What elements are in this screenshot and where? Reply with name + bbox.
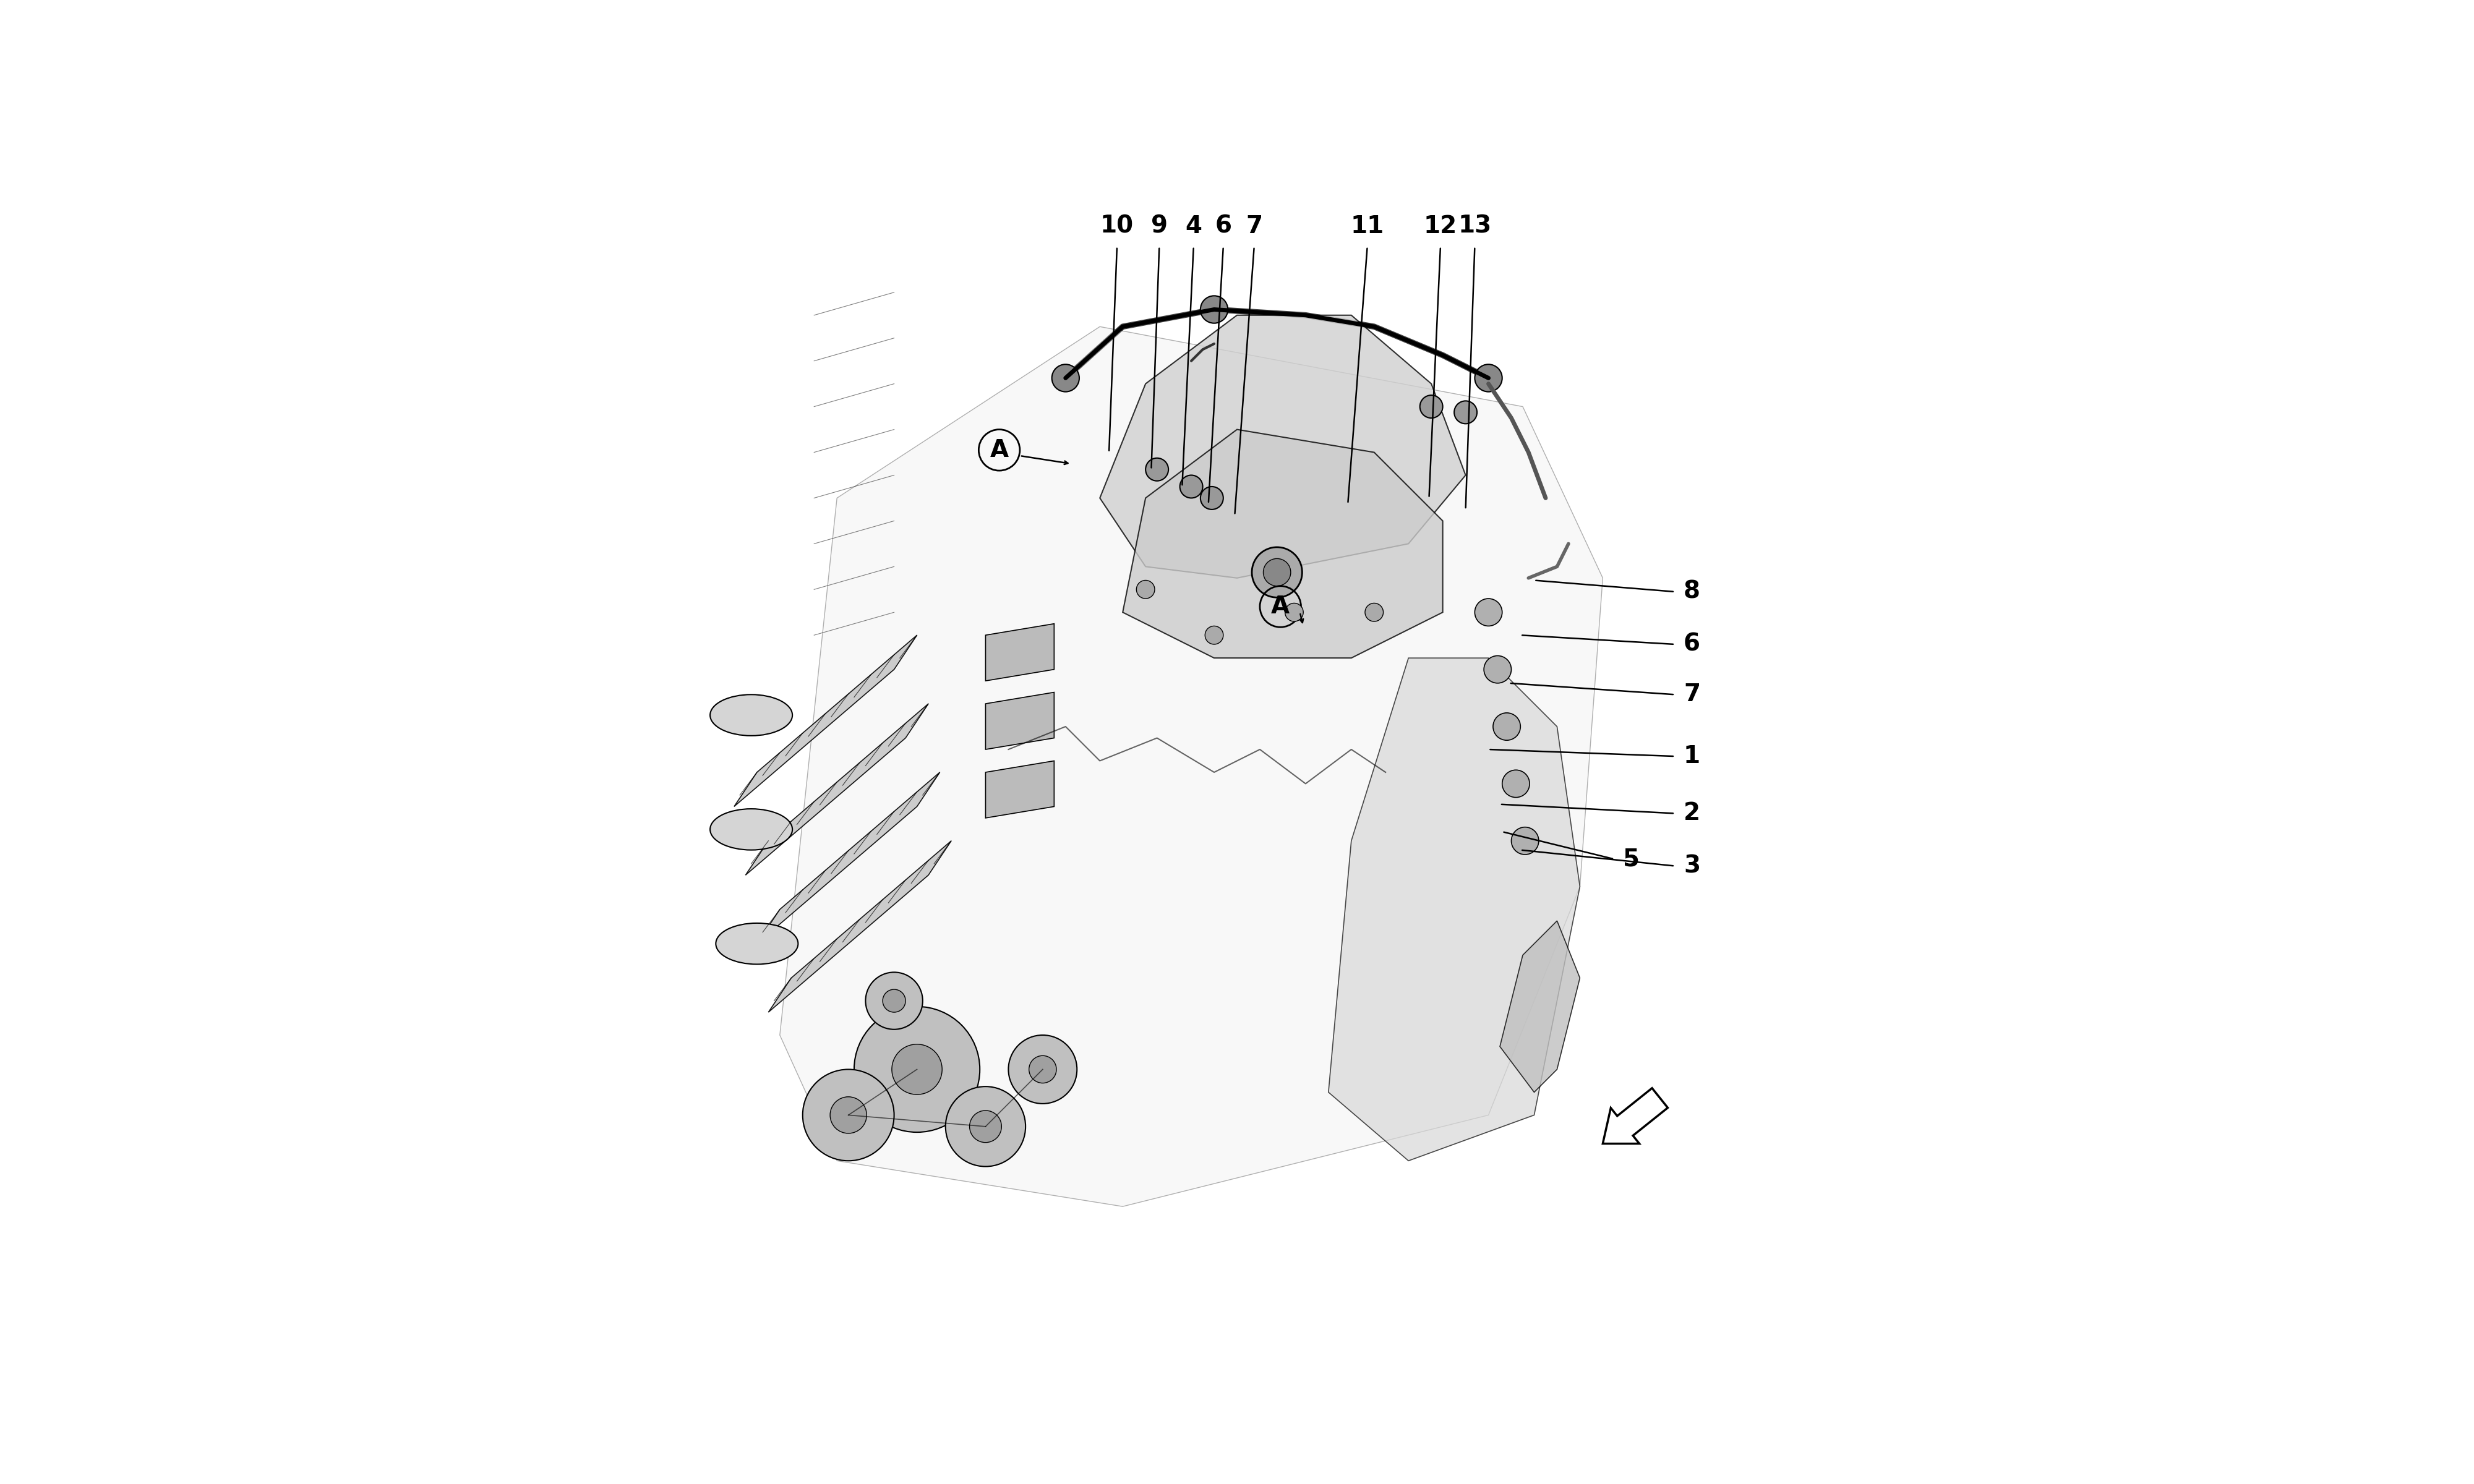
Polygon shape: [1101, 315, 1465, 577]
Polygon shape: [1329, 657, 1581, 1160]
Polygon shape: [985, 692, 1054, 749]
Circle shape: [1455, 401, 1477, 424]
Circle shape: [1205, 626, 1222, 644]
Circle shape: [1475, 365, 1502, 392]
Text: 10: 10: [1101, 214, 1133, 237]
FancyArrow shape: [1603, 1088, 1667, 1144]
Circle shape: [1366, 603, 1383, 622]
Ellipse shape: [715, 923, 799, 965]
Text: A: A: [1272, 595, 1289, 619]
Circle shape: [866, 972, 923, 1030]
Circle shape: [831, 1097, 866, 1134]
Circle shape: [1475, 598, 1502, 626]
Circle shape: [1420, 395, 1442, 418]
Circle shape: [1051, 365, 1079, 392]
Text: 2: 2: [1682, 801, 1700, 825]
Text: 5: 5: [1623, 847, 1640, 871]
Text: 12: 12: [1423, 214, 1457, 237]
Polygon shape: [735, 635, 918, 807]
Polygon shape: [1123, 429, 1442, 657]
Polygon shape: [757, 772, 940, 944]
Text: 3: 3: [1682, 855, 1700, 877]
Polygon shape: [779, 326, 1603, 1206]
Text: 1: 1: [1682, 745, 1700, 769]
Circle shape: [1264, 558, 1291, 586]
Polygon shape: [985, 761, 1054, 818]
Ellipse shape: [710, 695, 792, 736]
Circle shape: [1252, 548, 1301, 598]
Text: 8: 8: [1685, 580, 1700, 604]
Circle shape: [1136, 580, 1155, 598]
Circle shape: [891, 1045, 943, 1095]
Circle shape: [1512, 827, 1539, 855]
Polygon shape: [769, 841, 950, 1012]
Circle shape: [945, 1086, 1027, 1166]
Text: 13: 13: [1457, 214, 1492, 237]
Polygon shape: [745, 703, 928, 876]
Text: 6: 6: [1215, 214, 1232, 237]
Circle shape: [1284, 603, 1304, 622]
Circle shape: [970, 1110, 1002, 1143]
Text: 6: 6: [1685, 632, 1700, 656]
Text: 9: 9: [1150, 214, 1168, 237]
Circle shape: [1029, 1055, 1056, 1083]
Polygon shape: [985, 623, 1054, 681]
Circle shape: [1200, 295, 1227, 324]
Circle shape: [1492, 712, 1522, 741]
Circle shape: [1145, 459, 1168, 481]
Ellipse shape: [710, 809, 792, 850]
Circle shape: [1180, 475, 1202, 499]
Text: 7: 7: [1682, 683, 1700, 706]
Circle shape: [1502, 770, 1529, 797]
Circle shape: [802, 1070, 893, 1160]
Circle shape: [1009, 1036, 1076, 1104]
Text: A: A: [990, 438, 1009, 462]
Circle shape: [883, 990, 905, 1012]
Polygon shape: [1499, 920, 1581, 1092]
Circle shape: [1484, 656, 1512, 683]
Circle shape: [854, 1006, 980, 1132]
Text: 11: 11: [1351, 214, 1383, 237]
Text: 7: 7: [1247, 214, 1262, 237]
Text: 4: 4: [1185, 214, 1202, 237]
Circle shape: [1200, 487, 1222, 509]
